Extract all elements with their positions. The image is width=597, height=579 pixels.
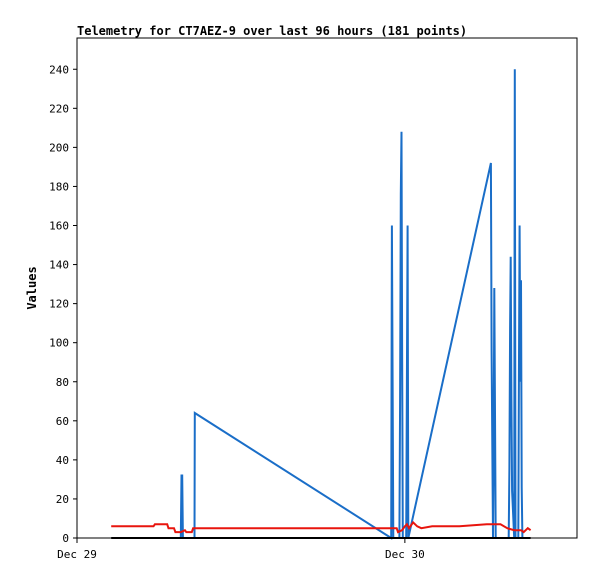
y-tick-label: 180 xyxy=(49,180,69,193)
y-tick-label: 20 xyxy=(56,493,69,506)
series-line-2 xyxy=(111,520,532,534)
y-tick-label: 100 xyxy=(49,337,69,350)
plot-area xyxy=(76,37,578,539)
y-tick-label: 160 xyxy=(49,220,69,233)
y-tick-label: 200 xyxy=(49,141,69,154)
x-axis: Dec 29 Dec 30 xyxy=(57,538,425,561)
y-tick-label: 220 xyxy=(49,102,69,115)
y-tick-label: 120 xyxy=(49,298,69,311)
y-tick-label: 60 xyxy=(56,415,69,428)
y-tick-label: 0 xyxy=(62,532,69,545)
y-tick-label: 240 xyxy=(49,63,69,76)
x-tick-label: Dec 29 xyxy=(57,548,97,561)
y-tick-label: 40 xyxy=(56,454,69,467)
y-axis: 0 20 40 60 80 100 120 140 160 180 200 220 240 xyxy=(49,63,77,545)
y-tick-label: 140 xyxy=(49,259,69,272)
y-tick-label: 80 xyxy=(56,376,69,389)
x-tick-label: Dec 30 xyxy=(385,548,425,561)
chart-title: Telemetry for CT7AEZ-9 over last 96 hour… xyxy=(77,24,467,38)
y-axis-label: Values xyxy=(25,266,39,309)
series-layer xyxy=(111,69,532,540)
